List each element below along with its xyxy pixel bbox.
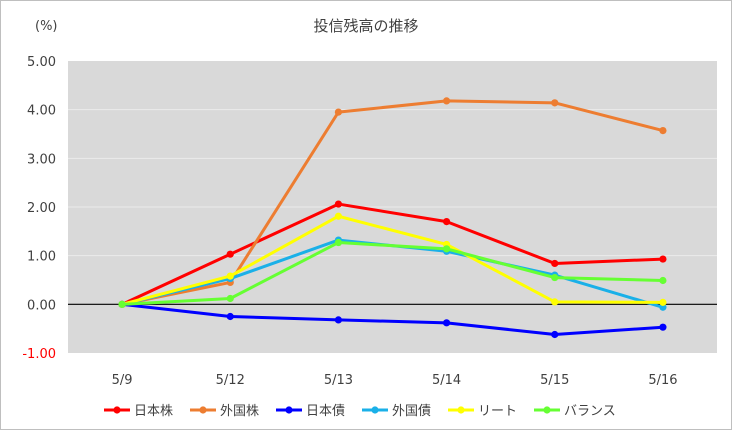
data-point bbox=[118, 300, 126, 308]
y-tick-label: 4.00 bbox=[27, 104, 56, 119]
data-point bbox=[551, 330, 559, 339]
x-tick-label: 5/13 bbox=[324, 373, 353, 388]
legend-label: 外国株 bbox=[220, 404, 259, 419]
data-point bbox=[659, 298, 667, 306]
y-tick-label: 3.00 bbox=[27, 152, 56, 167]
data-point bbox=[551, 259, 559, 268]
x-axis-ticks: 5/9 5/12 5/13 5/14 5/15 5/16 bbox=[112, 373, 678, 388]
series-line-1 bbox=[120, 202, 665, 306]
series-line-5 bbox=[120, 214, 665, 306]
data-point bbox=[334, 212, 343, 220]
series-group bbox=[118, 97, 667, 339]
y-tick-label: 2.00 bbox=[27, 201, 56, 216]
x-tick-label: 5/16 bbox=[648, 373, 677, 388]
data-point bbox=[659, 255, 667, 263]
data-point bbox=[334, 108, 343, 116]
data-point bbox=[442, 319, 451, 327]
y-tick-label: 5.00 bbox=[27, 55, 56, 70]
legend-marker bbox=[285, 406, 293, 414]
data-point bbox=[659, 126, 667, 135]
data-point bbox=[442, 218, 451, 226]
legend-label: リート bbox=[478, 404, 517, 419]
x-tick-label: 5/15 bbox=[540, 373, 569, 388]
legend-marker bbox=[371, 406, 379, 414]
data-point bbox=[442, 245, 451, 253]
legend-label: 外国債 bbox=[392, 404, 431, 419]
x-tick-label: 5/12 bbox=[216, 373, 245, 388]
data-point bbox=[551, 298, 559, 306]
legend-marker bbox=[199, 406, 207, 414]
gridlines bbox=[68, 109, 717, 305]
data-point bbox=[226, 294, 234, 303]
data-point bbox=[551, 99, 559, 107]
y-tick-label: 1.00 bbox=[27, 250, 56, 265]
data-point bbox=[442, 97, 451, 105]
legend-label: バランス bbox=[564, 404, 616, 419]
y-axis-ticks: 5.00 4.00 3.00 2.00 1.00 0.00 -1.00 bbox=[22, 55, 56, 362]
y-axis-unit: (%) bbox=[35, 19, 58, 34]
data-point bbox=[659, 323, 667, 331]
x-tick-label: 5/14 bbox=[432, 373, 461, 388]
chart-title: 投信残高の推移 bbox=[313, 17, 418, 35]
y-tick-label: 0.00 bbox=[27, 298, 56, 313]
series-line-3 bbox=[120, 302, 665, 337]
legend-label: 日本株 bbox=[134, 404, 173, 419]
legend-marker bbox=[457, 406, 465, 414]
series-line-2 bbox=[120, 99, 665, 306]
legend-marker bbox=[543, 406, 551, 414]
legend: 日本株 外国株 日本債 外国債 リート バランス bbox=[104, 404, 616, 419]
data-point bbox=[334, 238, 343, 247]
legend-marker bbox=[113, 406, 121, 414]
data-point bbox=[551, 273, 559, 282]
legend-label: 日本債 bbox=[306, 404, 345, 419]
data-point bbox=[334, 316, 343, 324]
data-point bbox=[226, 250, 234, 258]
y-tick-label: -1.00 bbox=[22, 347, 56, 362]
data-point bbox=[334, 200, 343, 208]
data-point bbox=[226, 312, 234, 321]
data-point bbox=[226, 272, 234, 280]
data-point bbox=[659, 276, 667, 285]
series-line-6 bbox=[120, 241, 665, 306]
x-tick-label: 5/9 bbox=[112, 373, 133, 388]
